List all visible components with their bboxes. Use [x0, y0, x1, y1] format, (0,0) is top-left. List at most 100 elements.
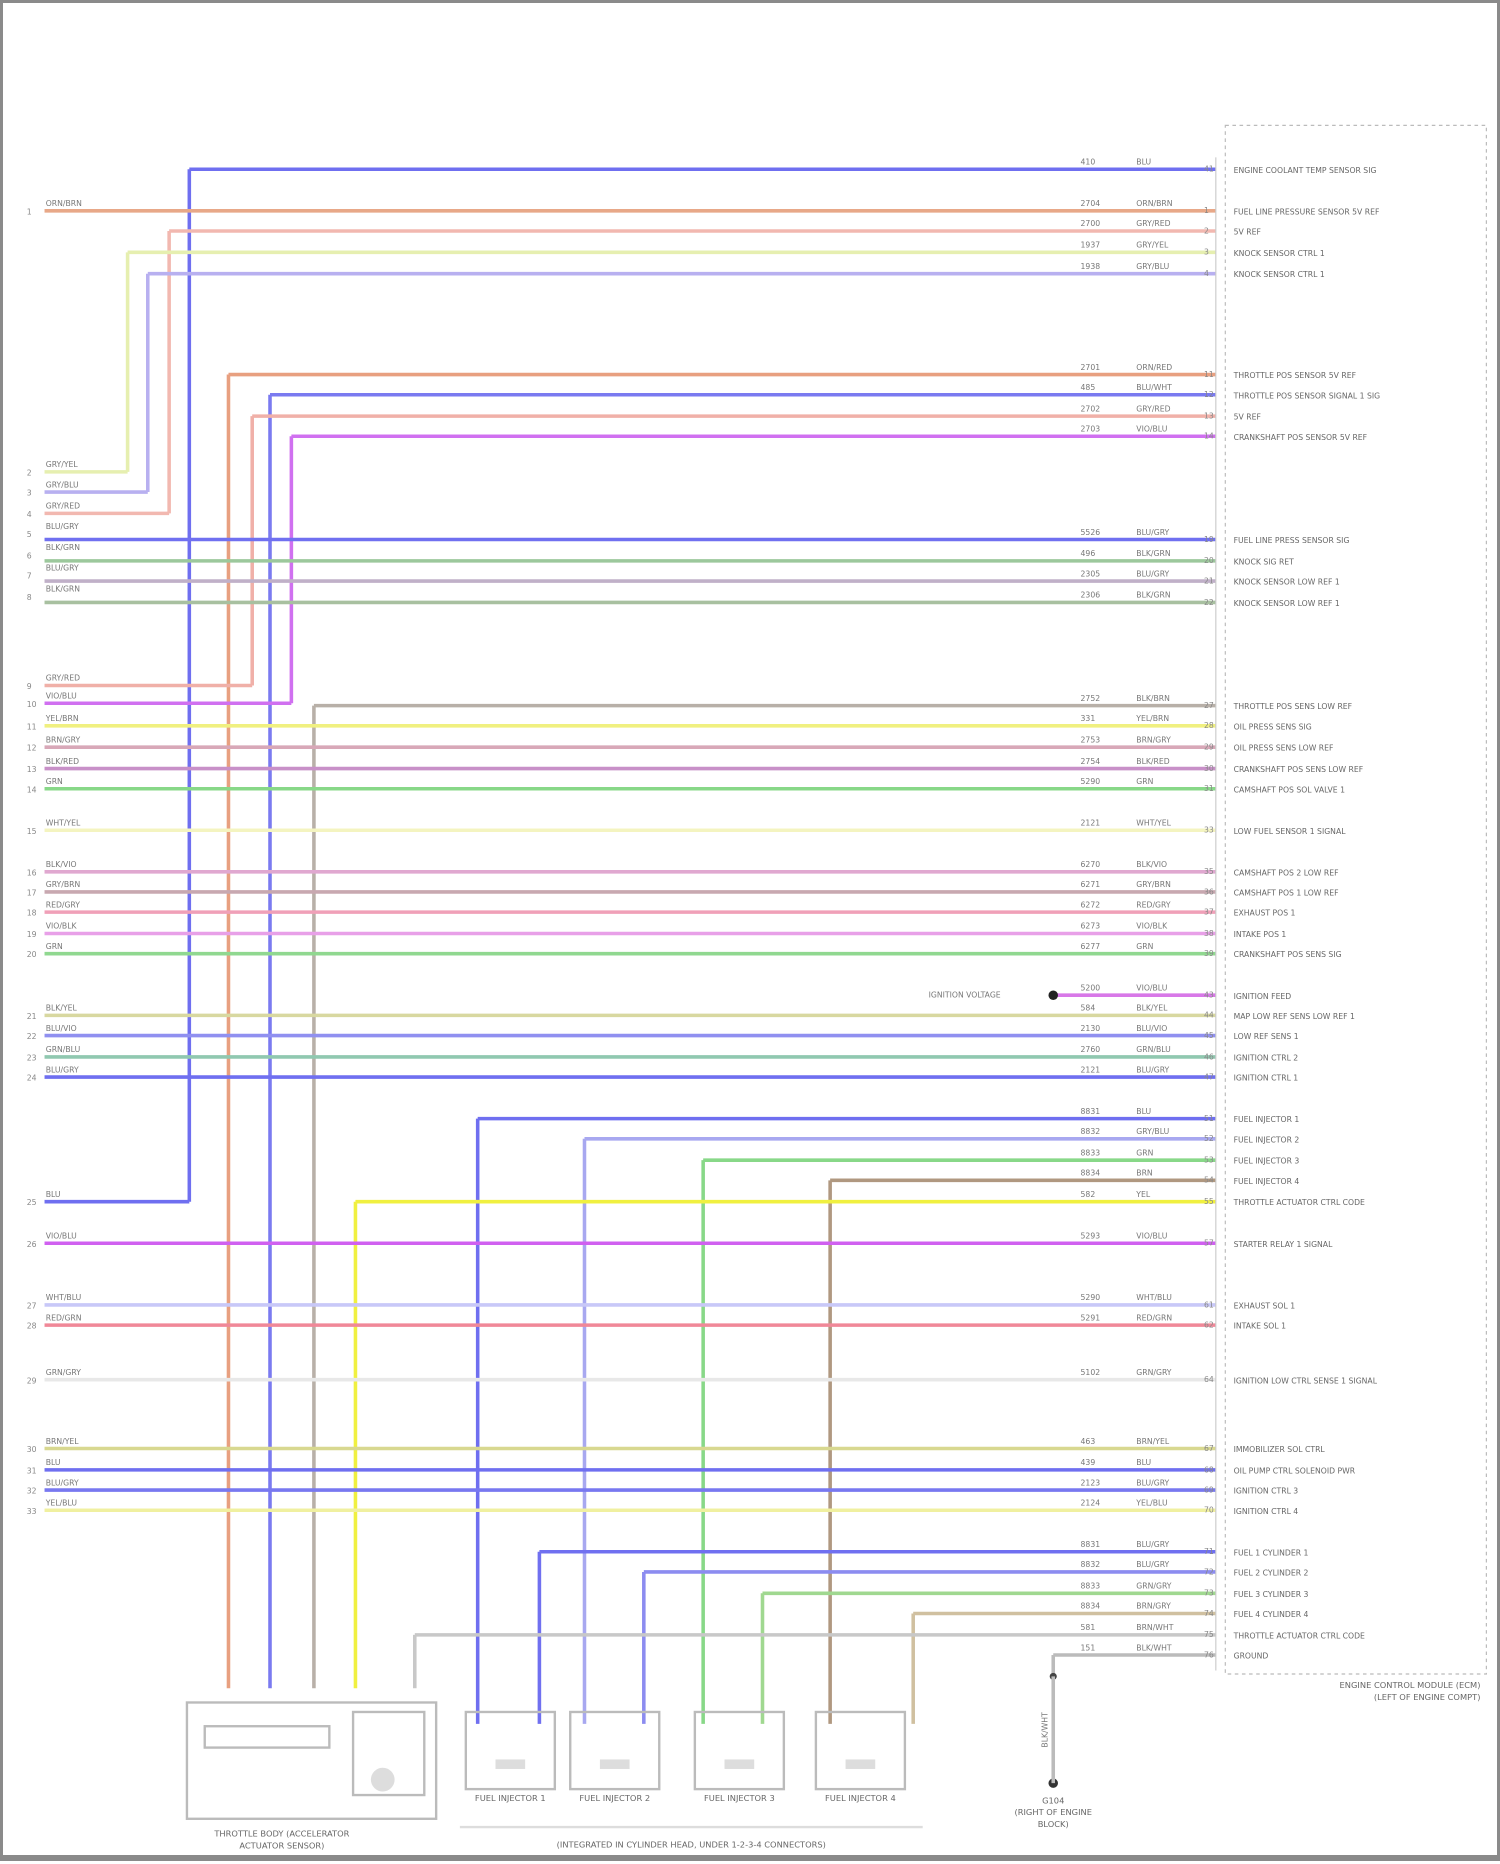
left-wire-color-code: VIO/BLU [46, 692, 77, 701]
left-pin-number: 18 [27, 909, 37, 918]
left-pin-number: 23 [27, 1053, 37, 1062]
pin-function: FUEL INJECTOR 2 [1234, 1135, 1300, 1144]
wire-circuit-number: 410 [1081, 158, 1096, 167]
pin-function: FUEL INJECTOR 1 [1234, 1115, 1300, 1124]
left-wire-color-code: BLK/GRN [46, 585, 80, 594]
pin-function: CRANKSHAFT POS SENS SIG [1234, 950, 1342, 959]
wire-circuit-number: 581 [1081, 1623, 1096, 1632]
pin-function: THROTTLE ACTUATOR CTRL CODE [1233, 1631, 1365, 1640]
connector-pin: 68 [1204, 1465, 1214, 1474]
wire-color-code: BLK/RED [1136, 757, 1169, 766]
left-pin-number: 29 [27, 1376, 37, 1385]
connector-pin: 74 [1204, 1609, 1214, 1618]
wire-circuit-number: 1938 [1081, 262, 1101, 271]
pin-function: CRANKSHAFT POS SENS LOW REF [1234, 765, 1364, 774]
wire-circuit-number: 2121 [1081, 1065, 1101, 1074]
pin-function: ENGINE COOLANT TEMP SENSOR SIG [1234, 166, 1377, 175]
wire-circuit-number: 2701 [1081, 363, 1101, 372]
connector-pin: 21 [1204, 576, 1214, 585]
left-pin-number: 3 [27, 489, 32, 498]
wire-circuit-number: 2123 [1081, 1478, 1101, 1487]
fuel-injector-label: FUEL INJECTOR 3 [704, 1793, 775, 1803]
wire-circuit-number: 5102 [1081, 1368, 1101, 1377]
wire-circuit-number: 582 [1081, 1190, 1096, 1199]
left-wire-color-code: BLK/GRN [46, 543, 80, 552]
left-wire-color-code: BRN/GRY [46, 735, 81, 744]
wire-color-code: BLU/GRY [1136, 569, 1169, 578]
left-wire-color-code: GRN/GRY [46, 1368, 82, 1377]
wire-circuit-number: 331 [1081, 714, 1096, 723]
pin-function: FUEL INJECTOR 4 [1234, 1177, 1300, 1186]
throttle-body-sublabel: ACTUATOR SENSOR) [239, 1840, 324, 1850]
wire-circuit-number: 496 [1081, 549, 1096, 558]
wire-color-code: BLK/GRN [1136, 591, 1170, 600]
wire-circuit-number: 8833 [1081, 1148, 1101, 1157]
pin-function: THROTTLE POS SENS LOW REF [1233, 702, 1353, 711]
wire-color-code: GRN/GRY [1136, 1368, 1172, 1377]
connector-pin: 72 [1204, 1567, 1214, 1576]
wire-color-code: BLK/GRN [1136, 549, 1170, 558]
wire-circuit-number: 439 [1081, 1458, 1096, 1467]
pin-function: THROTTLE POS SENSOR 5V REF [1233, 371, 1356, 380]
connector-pin: 76 [1204, 1650, 1214, 1659]
throttle-body-outline [185, 1701, 438, 1820]
pin-function: OIL PRESS SENS LOW REF [1234, 744, 1334, 753]
wire-circuit-number: 5200 [1081, 983, 1101, 992]
pin-function: OIL PUMP CTRL SOLENOID PWR [1234, 1466, 1356, 1475]
fuel-injector-label: FUEL INJECTOR 2 [579, 1793, 650, 1803]
left-pin-number: 27 [27, 1302, 37, 1311]
wire-circuit-number: 6272 [1081, 900, 1101, 909]
left-wire-color-code: GRY/BRN [46, 880, 81, 889]
pin-function: OIL PRESS SENS SIG [1234, 722, 1312, 731]
pin-function: 5V REF [1234, 413, 1261, 422]
pin-function: THROTTLE ACTUATOR CTRL CODE [1233, 1198, 1365, 1207]
connector-pin: 2 [1204, 226, 1209, 235]
left-pin-number: 16 [27, 868, 37, 877]
left-pin-number: 22 [27, 1032, 37, 1041]
wire-circuit-number: 5290 [1081, 777, 1101, 786]
left-pin-number: 31 [27, 1466, 37, 1475]
connector-pin: 29 [1204, 743, 1214, 752]
fuel-injector-outline [464, 1710, 557, 1791]
pin-function: IGNITION CTRL 2 [1234, 1053, 1299, 1062]
connector-pin: 57 [1204, 1239, 1214, 1248]
wire-circuit-number: 2760 [1081, 1045, 1101, 1054]
pin-function: IGNITION CTRL 4 [1234, 1507, 1299, 1516]
wire-color-code: BLK/BRN [1136, 694, 1170, 703]
pin-function: LOW REF SENS 1 [1234, 1032, 1299, 1041]
wire-color-code: ORN/BRN [1136, 199, 1172, 208]
left-wire-color-code: BRN/YEL [46, 1437, 80, 1446]
wire-color-code: BLU/GRY [1136, 1065, 1169, 1074]
left-pin-number: 28 [27, 1322, 37, 1331]
wire-circuit-number: 2305 [1081, 569, 1101, 578]
wire-color-code: BLU/GRY [1136, 1540, 1169, 1549]
pin-function: INTAKE SOL 1 [1234, 1322, 1286, 1331]
pin-function: IGNITION FEED [1234, 992, 1292, 1001]
wire-color-code: BLU/GRY [1136, 1478, 1169, 1487]
connector-pin: 11 [1204, 370, 1214, 379]
pin-function: CAMSHAFT POS 2 LOW REF [1234, 868, 1339, 877]
wire-color-code: ORN/RED [1136, 363, 1172, 372]
fuel-injector-label: FUEL INJECTOR 1 [475, 1793, 546, 1803]
connector-pin: 1 [1204, 206, 1209, 215]
left-wire-color-code: RED/GRN [46, 1313, 82, 1322]
left-wire-color-code: BLU/GRY [46, 1478, 79, 1487]
pin-function: FUEL INJECTOR 3 [1234, 1157, 1300, 1166]
connector-pin: 54 [1204, 1176, 1214, 1185]
left-pin-number: 7 [27, 572, 32, 581]
left-pin-number: 8 [27, 593, 32, 602]
wire-color-code: YEL [1135, 1190, 1151, 1199]
wire-circuit-number: 584 [1081, 1004, 1096, 1013]
wire-circuit-number: 8834 [1081, 1602, 1101, 1611]
wire-circuit-number: 2703 [1081, 425, 1101, 434]
wire-color-code: GRY/RED [1136, 404, 1170, 413]
wire-circuit-number: 8831 [1081, 1107, 1101, 1116]
pin-function: GROUND [1234, 1652, 1269, 1661]
connector-pin: 31 [1204, 784, 1214, 793]
pin-function: INTAKE POS 1 [1234, 930, 1287, 939]
pin-function: KNOCK SENSOR CTRL 1 [1234, 249, 1325, 258]
connector-pin: 27 [1204, 701, 1214, 710]
ecm-label: ENGINE CONTROL MODULE (ECM) [1340, 1680, 1481, 1690]
wire-color-code: BRN [1136, 1169, 1152, 1178]
pin-function: STARTER RELAY 1 SIGNAL [1234, 1240, 1333, 1249]
